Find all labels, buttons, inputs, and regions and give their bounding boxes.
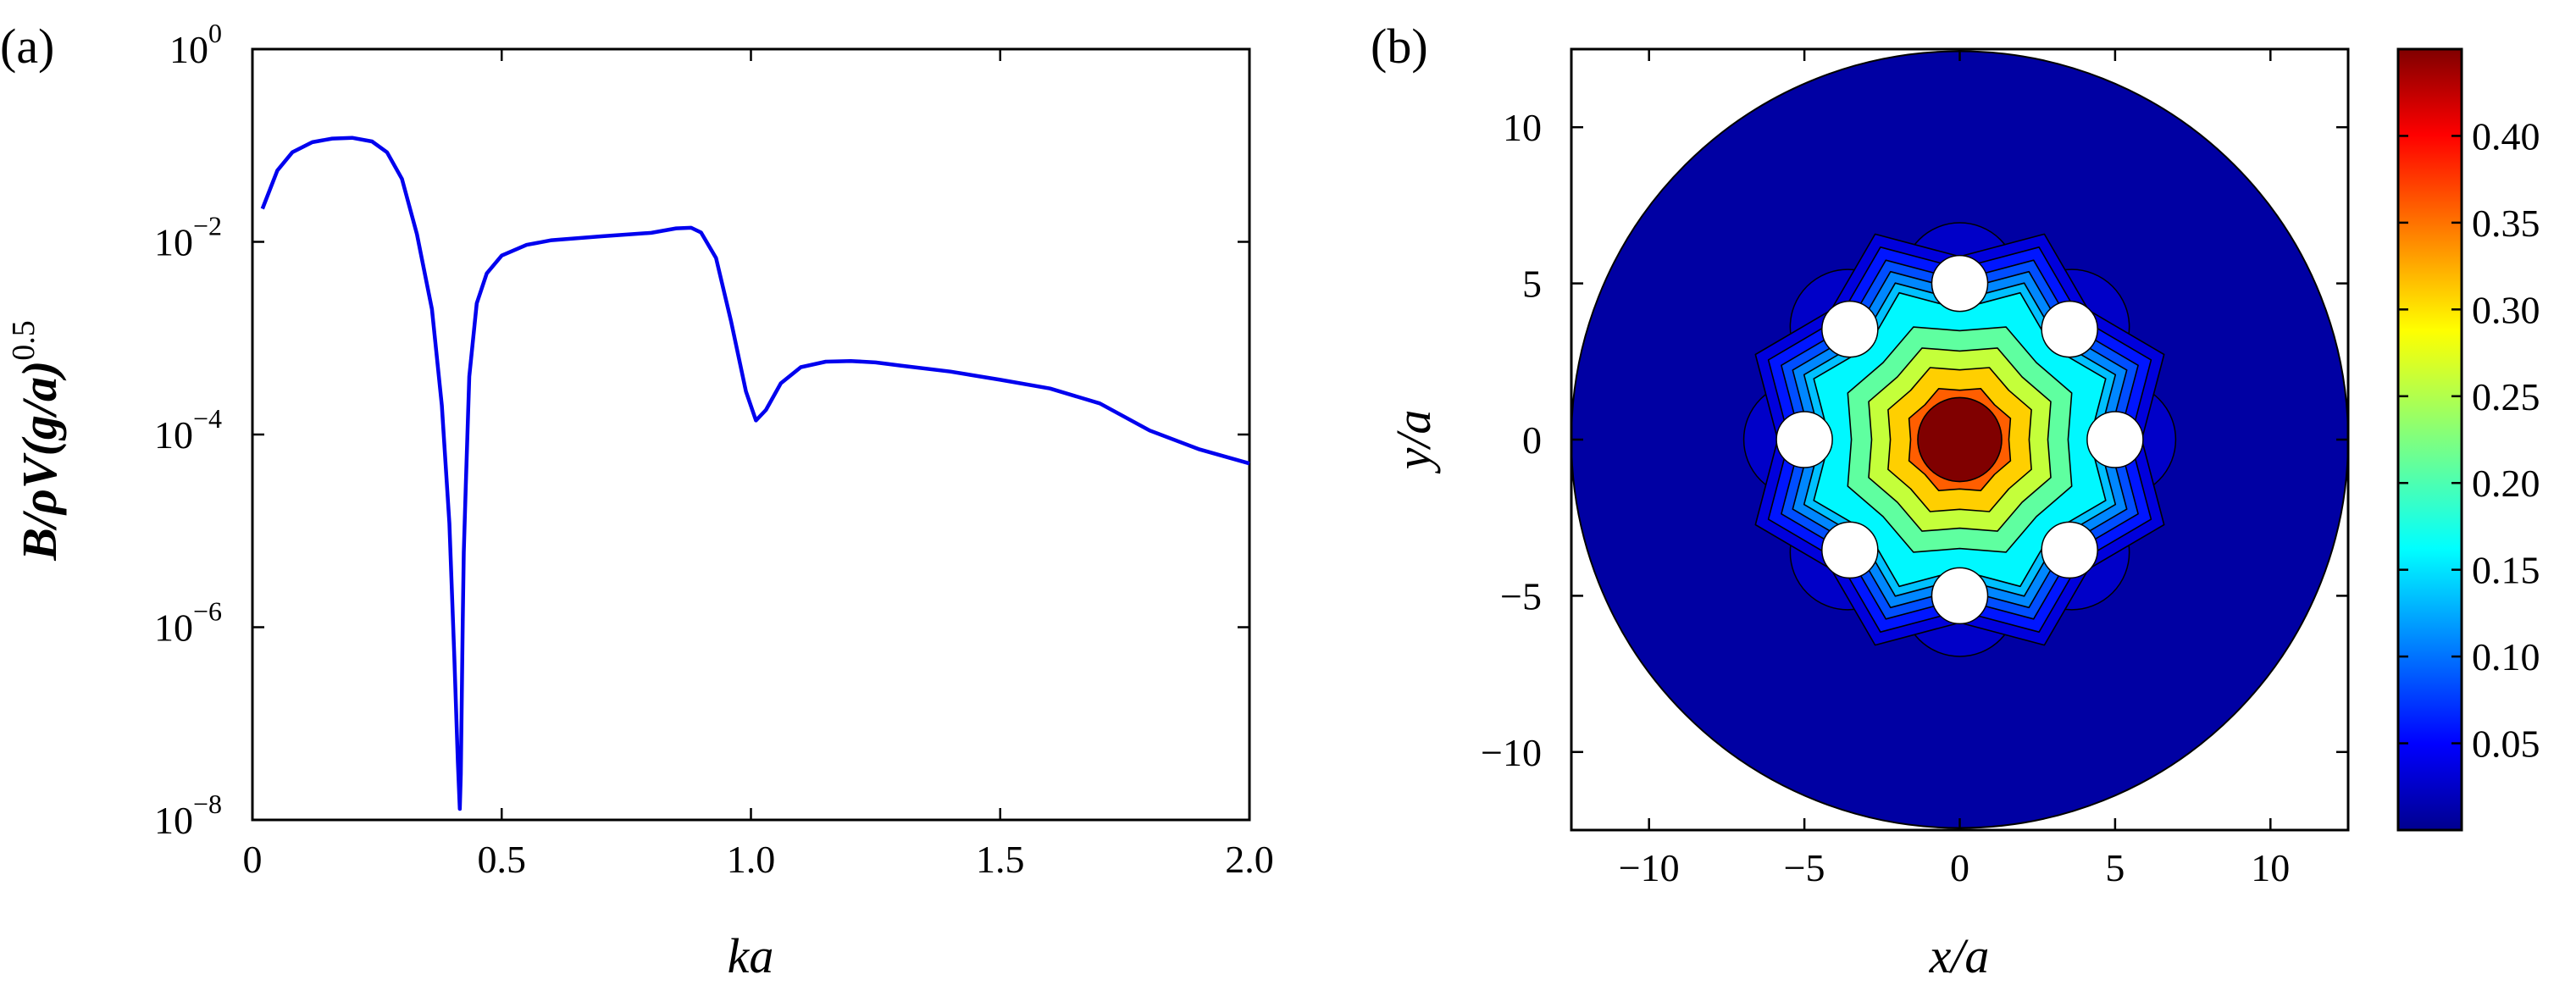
panel-b-x-axis-label: x/a [1929, 928, 1990, 983]
y-tick-label: 10−8 [154, 789, 222, 842]
x-tick-label: 2.0 [1225, 838, 1274, 881]
cylinder [1931, 567, 1989, 625]
colorbar-tick-label: 0.30 [2472, 288, 2540, 331]
y-tick-label: −10 [1481, 731, 1542, 774]
colorbar-tick-label: 0.25 [2472, 375, 2540, 418]
cylinder [1821, 300, 1879, 358]
cylinder [1821, 521, 1879, 579]
colorbar-tick-label: 0.40 [2472, 114, 2540, 158]
colorbar-tick-label: 0.05 [2472, 722, 2540, 766]
colorbar-tick-label: 0.20 [2472, 462, 2540, 505]
contour-peak [1917, 396, 2003, 483]
x-tick-label: 0.5 [478, 838, 527, 881]
x-tick-label: 0 [243, 838, 263, 881]
x-tick-label: 5 [2105, 846, 2125, 889]
cylinder [1776, 411, 1833, 468]
x-tick-label: −5 [1784, 846, 1825, 889]
colorbar-tick-label: 0.15 [2472, 549, 2540, 592]
panel-b-ticks: −10 −5 0 5 10 10 5 0 −5 −10 [1481, 49, 2348, 889]
y-tick-label: 100 [169, 18, 222, 71]
y-tick-label: 5 [1522, 263, 1542, 306]
x-tick-label: −10 [1619, 846, 1680, 889]
panel-a-x-axis-label: ka [728, 928, 774, 983]
colorbar-frame [2396, 47, 2463, 832]
panel-b-y-axis-label: y/a [1386, 410, 1441, 474]
cylinder [1931, 254, 1989, 313]
cylinder [2086, 411, 2144, 468]
panel-a-label: (a) [0, 19, 54, 74]
panel-a-y-axis-label-exp: 0.5 [6, 320, 42, 361]
colorbar-tick-label: 0.35 [2472, 202, 2540, 245]
x-tick-label: 1.0 [727, 838, 776, 881]
cylinder [2041, 300, 2098, 358]
colorbar-tick-label: 0.10 [2472, 635, 2540, 678]
panel-a-y-axis-label: B/ρV(g/a)0.5 [6, 320, 67, 562]
panel-a-y-axis-label-main: B/ρV(g/a) [12, 361, 67, 562]
panel-b-contour-map [1571, 50, 2349, 829]
x-tick-label: 10 [2251, 846, 2290, 889]
colorbar-gradient [2398, 49, 2462, 830]
y-tick-label: 0 [1522, 418, 1542, 462]
cylinder [2041, 521, 2098, 579]
panel-a-frame [251, 47, 1251, 822]
y-tick-label: 10−2 [154, 211, 222, 264]
y-tick-label: −5 [1500, 574, 1542, 617]
panel-a-series-line [260, 136, 1250, 811]
y-tick-label: 10−6 [154, 596, 222, 650]
y-tick-label: 10−4 [154, 403, 222, 457]
panel-a-ticks: 0 0.5 1.0 1.5 2.0 100 10−2 10−4 10−6 10−8 [154, 18, 1274, 881]
colorbar-ticks: 0.05 0.10 0.15 0.20 0.25 0.30 0.35 0.40 [2398, 114, 2540, 766]
y-tick-label: 10 [1503, 106, 1542, 149]
panel-b-label: (b) [1371, 19, 1428, 74]
x-tick-label: 0 [1950, 846, 1969, 889]
x-tick-label: 1.5 [976, 838, 1025, 881]
